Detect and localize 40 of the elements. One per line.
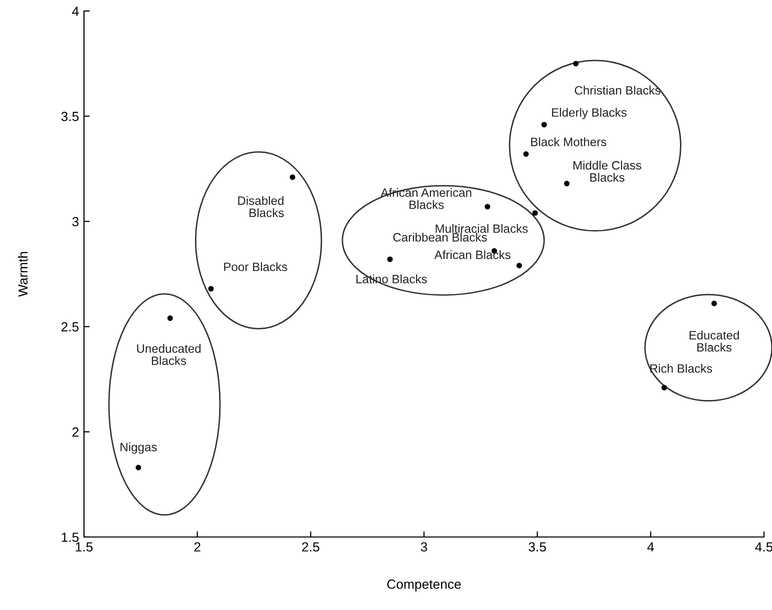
point [564,180,570,186]
point [711,300,717,306]
y-tick-label: 3.5 [61,112,79,122]
annotation: Christian Blacks [574,86,660,95]
annotation: Disabled Blacks [238,196,284,218]
annotation: Elderly Blacks [552,108,627,120]
x-tick-label: 2.5 [302,542,320,552]
point [523,151,529,157]
annotation: Rich Blacks [650,364,712,373]
annotation: Educated Blacks [690,330,739,352]
y-tick-label: 2 [72,427,78,437]
annotation: Black Mothers [531,137,606,146]
point [661,384,668,390]
y-tick-label: 1.5 [62,532,79,542]
x-tick-label: 3 [420,542,428,552]
annotation: Poor Blacks [224,262,288,272]
point [516,262,522,268]
point [541,122,547,128]
point [208,286,214,292]
x-tick-label: 3.5 [528,542,546,552]
point [573,60,579,66]
point [136,464,142,470]
point [387,256,393,262]
point [290,174,296,180]
point [484,204,490,210]
x-tick-label: 2 [194,542,200,552]
y-tick-label: 4 [72,6,79,16]
annotation: Caribbean Blacks [393,232,487,242]
y-tick-label: 3 [72,216,79,226]
annotation: Multiracial Blacks [436,224,528,233]
y-tick-label: 2.5 [61,322,79,332]
x-axis-title: Competence [387,580,461,592]
annotation: African Blacks [434,250,510,260]
annotation: Uneducated Blacks [137,344,201,365]
annotation: Middle Class Blacks [573,160,642,182]
point [167,315,173,321]
x-tick-label: 4 [647,542,654,552]
y-axis-title: Warmth [18,252,28,297]
annotation: Niggas [120,442,157,454]
point [532,210,538,216]
